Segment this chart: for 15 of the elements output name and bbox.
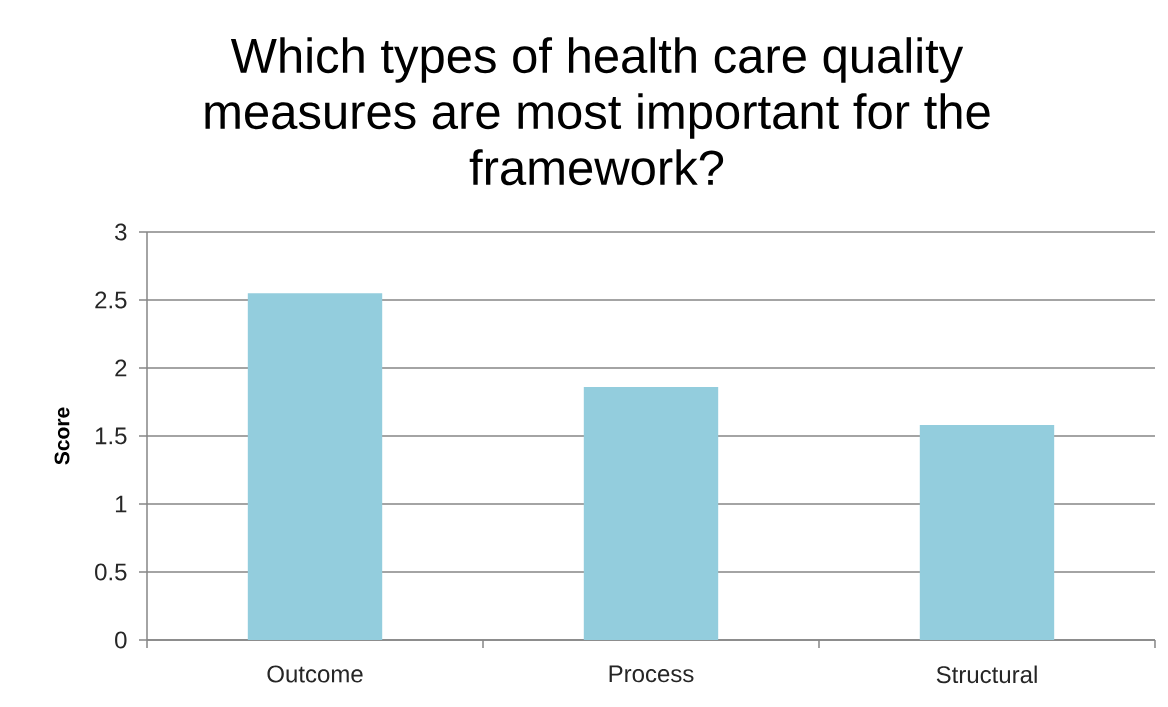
bar: [247, 293, 383, 640]
y-tick-label: 2.5: [95, 291, 127, 309]
chart-title: Which types of health care quality measures are most important for the framework?: [205, 37, 990, 186]
y-tick-label: 1: [115, 495, 127, 513]
x-tick-label: Process: [609, 665, 694, 683]
x-tick-label: Outcome: [267, 665, 363, 683]
y-tick-label: 0: [115, 631, 127, 649]
y-tick-label: 0.5: [95, 563, 127, 581]
y-tick-label: 3: [115, 223, 127, 241]
y-tick-label: 1.5: [95, 427, 127, 445]
y-tick-label: 2: [115, 359, 127, 377]
bar: [919, 425, 1055, 640]
y-axis-title: Score: [54, 407, 70, 465]
bar: [583, 387, 719, 640]
x-tick-label: Structural: [936, 665, 1037, 684]
